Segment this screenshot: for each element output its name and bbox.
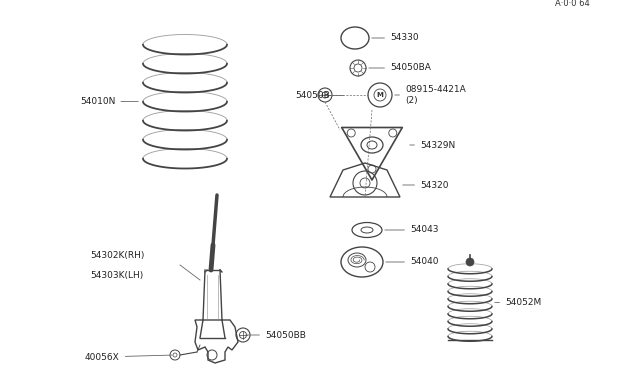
Text: A·0·0 64: A·0·0 64 (555, 0, 589, 8)
Text: 08915-4421A
(2): 08915-4421A (2) (395, 85, 466, 105)
Text: 54043: 54043 (385, 225, 438, 234)
Text: 54050BA: 54050BA (369, 64, 431, 73)
Text: 54010N: 54010N (80, 97, 138, 106)
Text: 54050BB: 54050BB (246, 330, 306, 340)
Text: 54329N: 54329N (410, 141, 455, 150)
Text: 54040: 54040 (386, 257, 438, 266)
Text: 54050B: 54050B (295, 90, 330, 99)
Text: 54303K(LH): 54303K(LH) (90, 271, 143, 280)
Text: 54302K(RH): 54302K(RH) (90, 251, 145, 260)
Text: 54330: 54330 (372, 33, 419, 42)
Text: 40056X: 40056X (85, 353, 172, 362)
Text: 54052M: 54052M (495, 298, 541, 307)
Text: 54320: 54320 (403, 180, 449, 189)
Circle shape (466, 258, 474, 266)
Text: M: M (376, 92, 383, 98)
